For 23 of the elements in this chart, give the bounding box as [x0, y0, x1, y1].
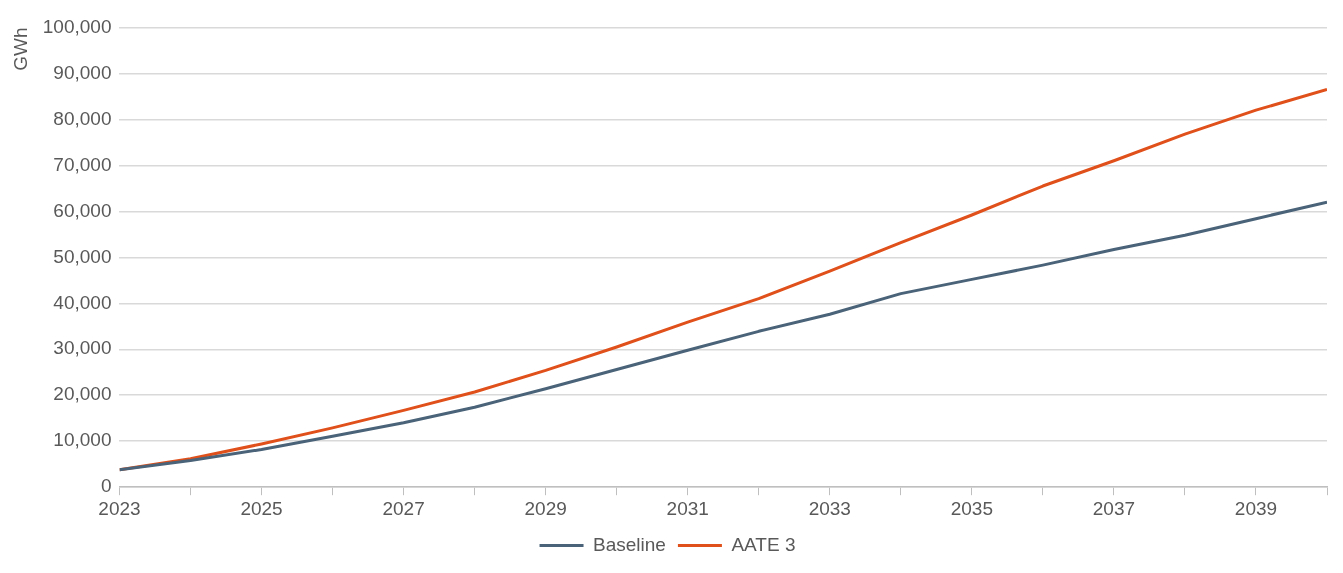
y-tick-label: 50,000	[53, 245, 112, 267]
x-tick-label: 2023	[98, 497, 141, 519]
x-tick-label: 2037	[1092, 497, 1136, 519]
y-tick-label: 70,000	[53, 153, 112, 175]
legend-label: Baseline	[593, 533, 666, 555]
x-tick-label: 2035	[950, 497, 993, 519]
x-tick-label: 2029	[524, 497, 567, 519]
y-tick-label: 80,000	[53, 107, 112, 129]
x-tick-label: 2027	[382, 497, 425, 519]
legend-label: AATE 3	[731, 533, 796, 555]
y-tick-label: 0	[100, 475, 112, 497]
y-tick-label: 20,000	[53, 383, 112, 405]
x-tick-label: 2031	[666, 497, 709, 519]
y-tick-label: 10,000	[53, 429, 112, 451]
y-tick-label: 100,000	[42, 15, 112, 37]
x-tick-label: 2025	[240, 497, 283, 519]
y-tick-label: 90,000	[53, 61, 112, 83]
y-tick-label: 60,000	[53, 199, 112, 221]
y-tick-label: 30,000	[53, 337, 112, 359]
x-tick-label: 2033	[808, 497, 851, 519]
x-tick-label: 2039	[1234, 497, 1278, 519]
y-tick-label: 40,000	[53, 291, 112, 313]
y-axis-title: GWh	[9, 27, 31, 71]
